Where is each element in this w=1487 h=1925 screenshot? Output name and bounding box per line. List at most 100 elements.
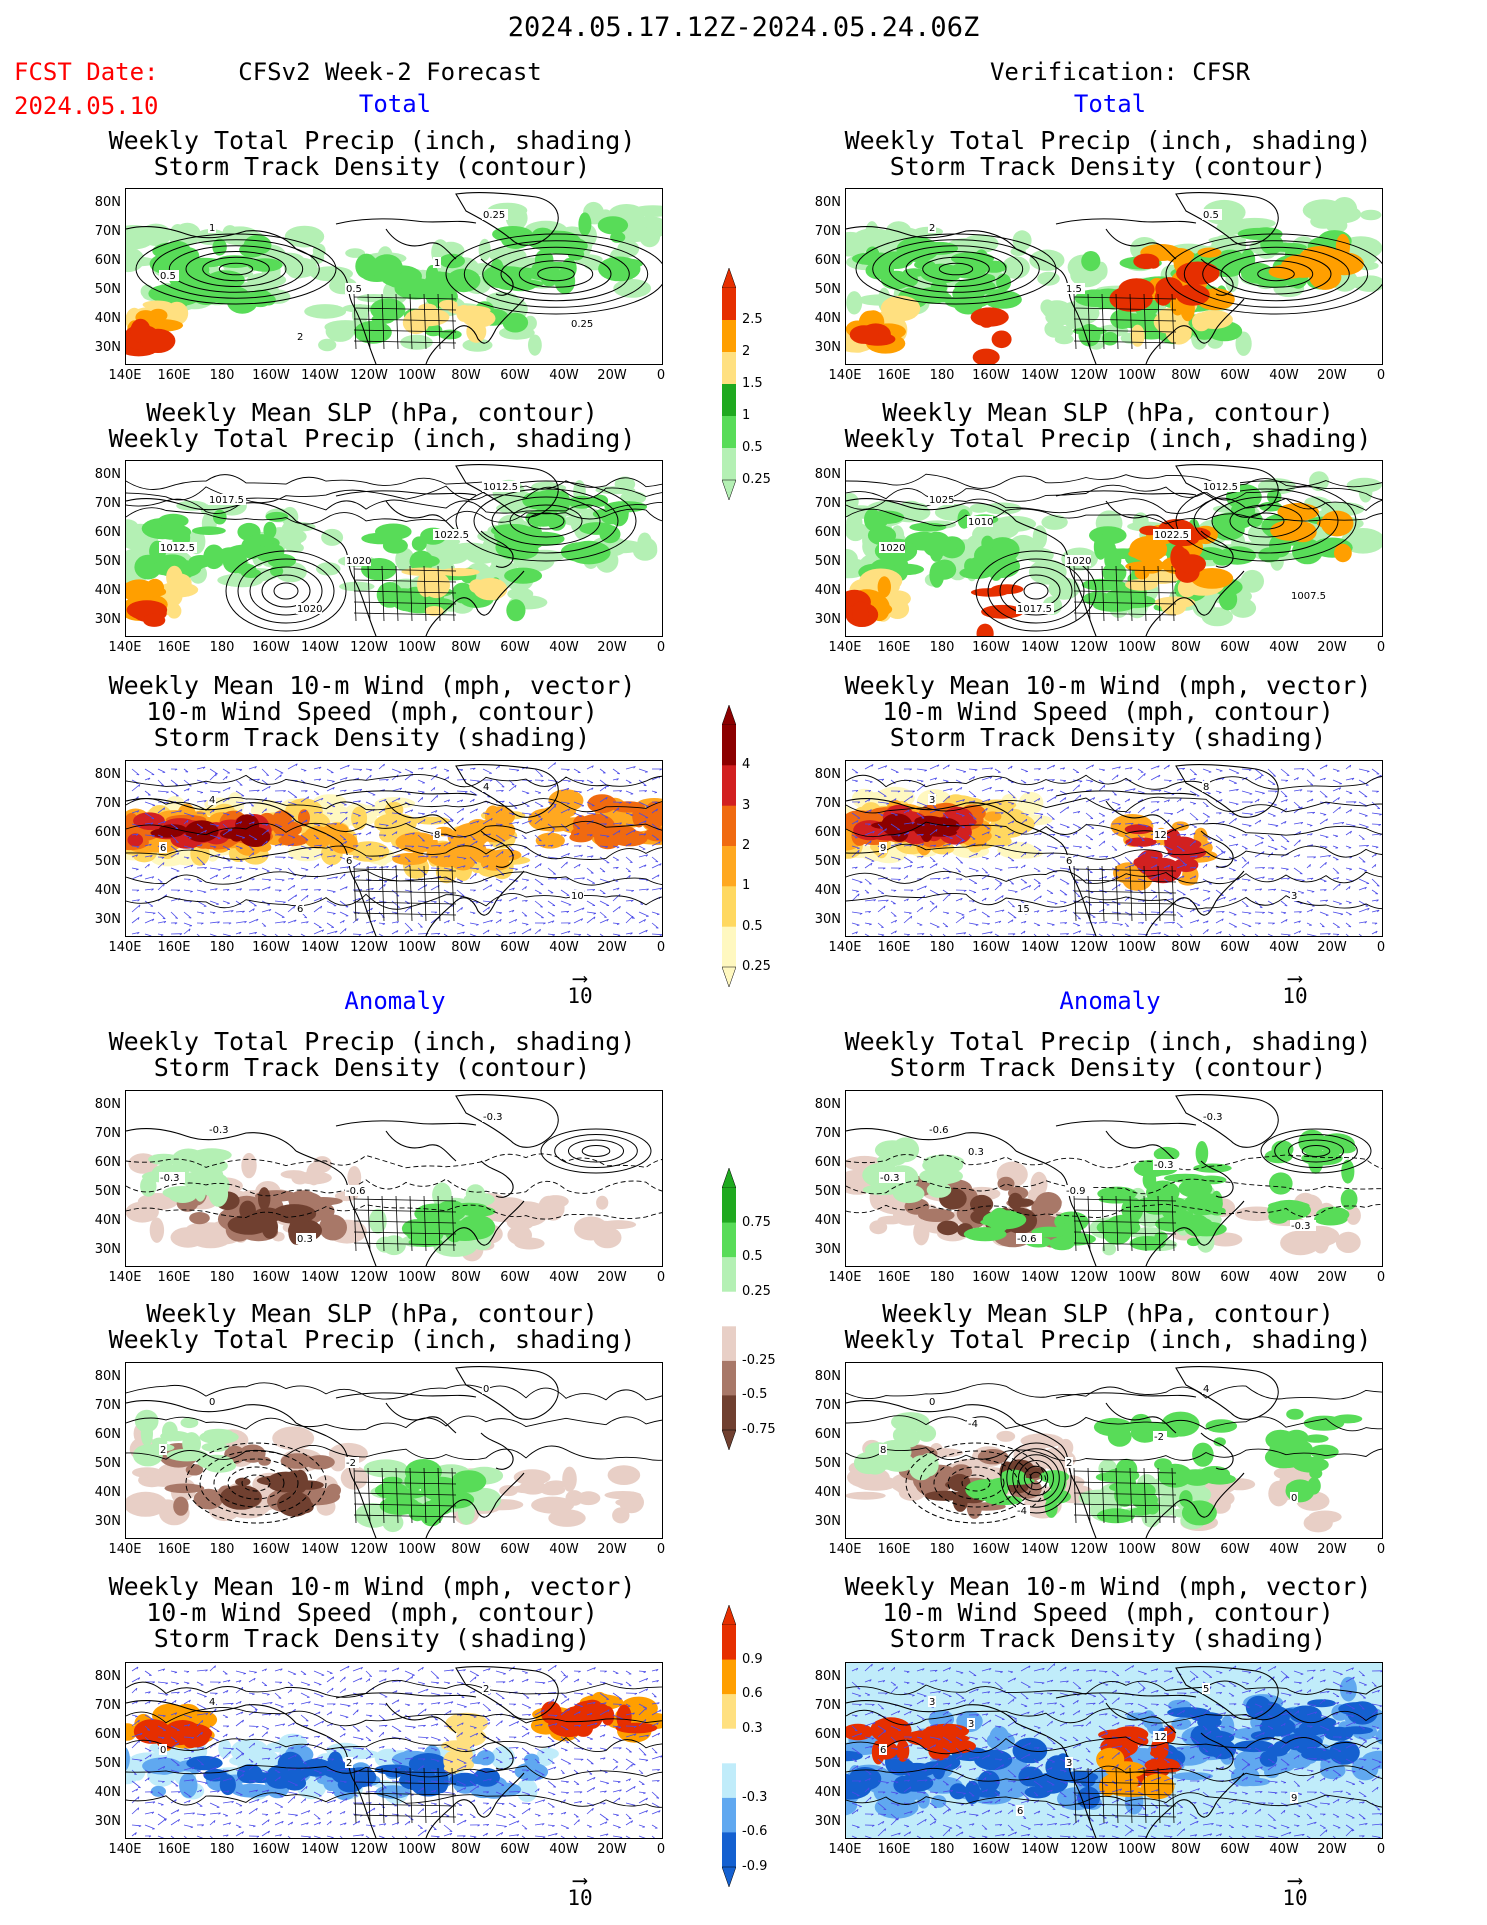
lon-label: 120W (350, 1270, 388, 1285)
lon-label: 20W (1317, 640, 1347, 655)
colorbar-tick-label: 2 (742, 838, 751, 853)
contour-label: 0 (1291, 1493, 1297, 1504)
lon-label: 140W (301, 1542, 339, 1557)
lon-label: 40W (1269, 1270, 1299, 1285)
contour-label: 2 (160, 1445, 166, 1456)
title-fc-total-slp: Weekly Mean SLP (hPa, contour) Weekly To… (108, 398, 636, 453)
lat-label: 40N (814, 583, 841, 598)
colorbar-tick-label: 1.5 (742, 376, 763, 391)
lon-label: 140E (108, 1542, 142, 1557)
lon-label: 40W (1269, 940, 1299, 955)
vector-ref-value: 10 (1282, 1886, 1308, 1910)
lon-label: 160W (252, 368, 290, 383)
lon-label: 20W (597, 640, 627, 655)
lon-label: 180 (929, 1542, 955, 1557)
lat-label: 70N (814, 1126, 841, 1141)
colorbar-tick-label: 0.5 (742, 440, 763, 455)
lat-label: 60N (94, 1727, 121, 1742)
colorbar-tick-label: 0.9 (742, 1651, 763, 1667)
lat-label: 50N (814, 554, 841, 569)
lon-label: 180 (929, 940, 955, 955)
lon-label: 0 (656, 1842, 666, 1857)
lat-label: 30N (814, 1814, 841, 1829)
title-vf-anom-wind: Weekly Mean 10-m Wind (mph, vector) 10-m… (844, 1572, 1372, 1653)
lat-label: 50N (94, 1756, 121, 1771)
contour-label: 0.3 (297, 1234, 313, 1245)
lon-label: 20W (1317, 1842, 1347, 1857)
lon-label: 80W (451, 1542, 481, 1557)
lat-label: 50N (94, 1456, 121, 1471)
lon-label: 140W (301, 1270, 339, 1285)
lon-label: 0 (656, 1542, 666, 1557)
colorbar-tick-label: 0.75 (742, 1214, 771, 1230)
lat-label: 30N (94, 1514, 121, 1529)
lon-label: 0 (1376, 368, 1386, 383)
contour-label: 6 (346, 856, 352, 867)
lat-label: 70N (94, 796, 121, 811)
lon-label: 140W (301, 640, 339, 655)
lon-label: 140W (1021, 368, 1059, 383)
lat-label: 60N (94, 525, 121, 540)
lon-label: 140E (108, 940, 142, 955)
lon-label: 120W (1070, 1842, 1108, 1857)
lon-label: 40W (1269, 640, 1299, 655)
lon-label: 180 (929, 640, 955, 655)
contour-label: 1017.5 (209, 495, 244, 506)
lon-label: 160E (877, 940, 911, 955)
lon-label: 80W (451, 1270, 481, 1285)
lon-label: 80W (451, 940, 481, 955)
lon-label: 120W (350, 640, 388, 655)
lon-label: 40W (1269, 1842, 1299, 1857)
contour-label: -0.3 (209, 1125, 229, 1136)
contour-label: 3 (1066, 1758, 1072, 1769)
lon-label: 40W (549, 1270, 579, 1285)
colorbar-tick-label: 0.3 (742, 1720, 763, 1736)
colorbar-tick-label: -0.3 (742, 1789, 768, 1805)
lon-label: 160W (972, 1842, 1010, 1857)
lat-label: 30N (94, 1814, 121, 1829)
colorbar-precip-anom (721, 1167, 737, 1451)
contour-label: 8 (1203, 782, 1209, 793)
contour-label: 1 (209, 223, 215, 234)
map-fc-anom-precip: -0.3 -0.6 -0.3 -0.3 0.3 (125, 1090, 663, 1267)
lon-label: 140W (1021, 1842, 1059, 1857)
lon-label: 60W (1220, 940, 1250, 955)
contour-label: 1.5 (1066, 284, 1082, 295)
lat-label: 50N (814, 1184, 841, 1199)
lon-label: 160E (877, 640, 911, 655)
lon-label: 40W (549, 1842, 579, 1857)
map-fc-anom-slp: 0 -2 0 2 (125, 1362, 663, 1539)
lon-label: 60W (1220, 1542, 1250, 1557)
contour-label: -0.3 (160, 1173, 180, 1184)
contour-label: 9 (1291, 1793, 1297, 1804)
lon-label: 20W (1317, 1542, 1347, 1557)
lon-label: 160E (157, 1542, 191, 1557)
lon-label: 140W (301, 1842, 339, 1857)
colorbar-storm-anom (721, 1604, 737, 1888)
lon-label: 160E (157, 640, 191, 655)
vector-ref-arrow-icon: ⟶ (573, 966, 587, 990)
lon-label: 120W (350, 1842, 388, 1857)
contour-label: 1010 (968, 517, 993, 528)
lat-label: 40N (814, 1213, 841, 1228)
lat-label: 40N (814, 1485, 841, 1500)
contour-label: 6 (1017, 1806, 1023, 1817)
title-vf-total-wind: Weekly Mean 10-m Wind (mph, vector) 10-m… (844, 671, 1372, 752)
lon-label: 0 (1376, 1270, 1386, 1285)
contour-label: 6 (160, 843, 166, 854)
colorbar-tick-label: 3 (742, 797, 751, 813)
colorbar-tick-label: -0.5 (742, 1387, 768, 1403)
lon-label: 140W (1021, 1542, 1059, 1557)
contour-label: 1 (434, 258, 440, 269)
colorbar-tick-label: -0.6 (742, 1824, 768, 1840)
map-vf-total-slp: 1025 1020 1012.5 1020 1017.5 1022.5 1007.5 1010 (845, 460, 1383, 637)
lat-label: 70N (814, 796, 841, 811)
lon-label: 160E (877, 1270, 911, 1285)
lon-label: 140W (301, 940, 339, 955)
contour-label: -0.6 (346, 1186, 366, 1197)
lon-label: 60W (500, 640, 530, 655)
lat-label: 70N (814, 1698, 841, 1713)
forecast-column-title: CFSv2 Week-2 Forecast (238, 58, 542, 86)
vector-ref-arrow-icon: ⟶ (1288, 1868, 1302, 1892)
map-fc-total-precip: 1 0.5 0.25 0.5 2 1 0.25 (125, 188, 663, 365)
